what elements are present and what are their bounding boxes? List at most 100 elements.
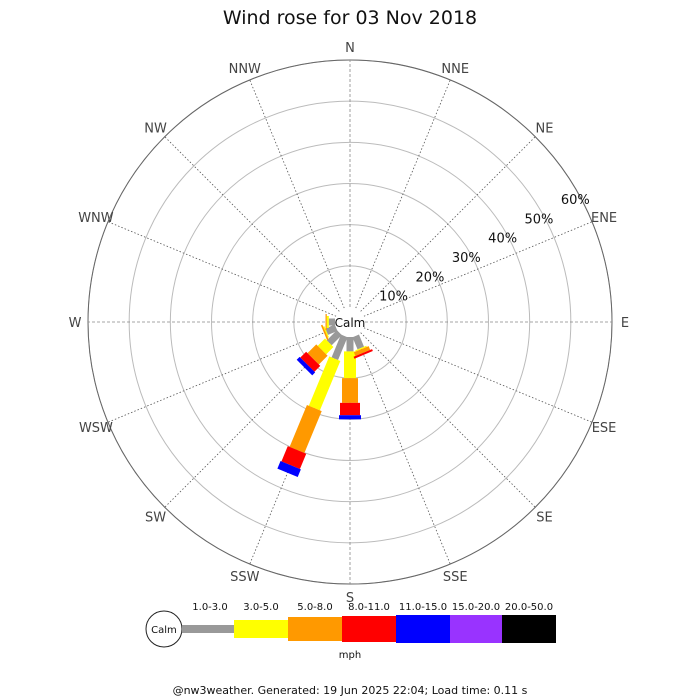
petal-segment: [353, 349, 373, 359]
percent-label: 50%: [525, 212, 554, 227]
direction-label-sse: SSE: [443, 570, 468, 585]
legend-swatch-3: [288, 617, 342, 641]
legend-swatch-5: [396, 615, 450, 643]
spoke-nnw: [249, 79, 345, 309]
spoke-ne: [360, 136, 536, 312]
legend-label-7: 20.0-50.0: [505, 602, 553, 613]
petal-segment: [317, 338, 334, 355]
petal-sse-bin-2: [355, 345, 367, 352]
legend-label-3: 5.0-8.0: [297, 602, 332, 613]
direction-label-ne: NE: [535, 122, 553, 137]
legend-label-4: 8.0-11.0: [348, 602, 390, 613]
petal-segment: [340, 402, 360, 416]
petal-sse-bin-1: [352, 334, 365, 350]
petal-s-bin-2: [344, 351, 356, 379]
petal-segment: [326, 316, 329, 328]
legend-swatch-6: [450, 615, 502, 643]
direction-label-nw: NW: [144, 122, 167, 137]
petal-sw-bin-5: [296, 356, 316, 376]
spoke-nne: [355, 79, 451, 309]
legend-calm-label: Calm: [151, 625, 177, 636]
petal-segment: [281, 446, 307, 469]
spoke-ese: [363, 327, 593, 423]
direction-label-n: N: [345, 41, 355, 56]
direction-label-ese: ESE: [592, 421, 617, 436]
percent-label: 60%: [561, 193, 590, 208]
petal-segment: [320, 324, 329, 341]
calm-label: Calm: [335, 316, 366, 330]
petal-s-bin-3: [342, 378, 358, 403]
legend-label-2: 3.0-5.0: [243, 602, 278, 613]
spoke-sse: [355, 335, 451, 565]
petal-sw-bin-1: [326, 330, 342, 346]
legend-label-1: 1.0-3.0: [192, 602, 227, 613]
percent-label: 30%: [452, 251, 481, 266]
speed-legend: Calm mph 1.0-3.0 3.0-5.0 5.0-8.0 8.0-11.0 11…: [145, 602, 556, 661]
petal-segment: [352, 334, 365, 350]
footer-text: @nw3weather. Generated: 19 Jun 2025 22:0…: [173, 684, 528, 697]
chart-title: Wind rose for 03 Nov 2018: [223, 7, 477, 29]
petal-segment: [344, 351, 356, 379]
petal-sw-bin-3: [307, 344, 328, 365]
petal-segment: [355, 345, 367, 352]
petal-segment: [308, 356, 341, 411]
direction-label-ene: ENE: [591, 211, 617, 226]
direction-label-s: S: [346, 591, 354, 606]
petal-segment: [346, 337, 354, 352]
petal-w-bin-2: [326, 316, 329, 328]
petal-sw-bin-4: [300, 351, 321, 372]
legend-swatch-1: [182, 625, 234, 633]
grid-ring: [211, 183, 489, 461]
petal-segment: [353, 346, 371, 357]
direction-label-e: E: [621, 316, 629, 331]
radial-percent-labels: 10% 20% 30% 40% 50% 60%: [379, 193, 590, 305]
petal-sse-bin-4: [353, 349, 373, 359]
direction-label-wnw: WNW: [78, 211, 114, 226]
direction-label-ssw: SSW: [230, 570, 260, 585]
spoke-sw: [164, 332, 340, 508]
direction-label-se: SE: [536, 510, 552, 525]
spoke-se: [360, 332, 536, 508]
spoke-ene: [363, 221, 593, 317]
legend-swatch-4: [342, 616, 396, 642]
legend-unit: mph: [339, 650, 361, 661]
petal-segment: [339, 415, 361, 420]
calm-center: Calm: [335, 307, 366, 337]
petal-segment: [323, 326, 329, 338]
direction-labels: N NNE NE ENE E ESE SE SSE S SSW SW WSW W WNW NW NNW: [69, 41, 630, 606]
petal-ssw-bin-3: [289, 405, 322, 454]
petal-ssw-bin-1: [331, 334, 348, 361]
petal-ssw-bin-4: [281, 446, 307, 469]
legend-swatch-7: [502, 615, 556, 643]
petal-segment: [289, 405, 322, 454]
spoke-wnw: [107, 221, 337, 317]
petal-segment: [277, 460, 301, 477]
petal-segment: [307, 344, 328, 365]
percent-label: 20%: [415, 270, 444, 285]
direction-label-nne: NNE: [441, 62, 469, 77]
legend-label-6: 15.0-20.0: [452, 602, 500, 613]
percent-label: 10%: [379, 290, 408, 305]
direction-label-w: W: [69, 316, 82, 331]
petal-sse-bin-3: [353, 346, 371, 357]
petal-w-bin-1: [328, 318, 336, 326]
petal-segment: [328, 318, 336, 326]
petal-wsw-bin-2: [323, 326, 329, 338]
direction-label-wsw: WSW: [79, 421, 113, 436]
direction-label-nnw: NNW: [229, 62, 261, 77]
petal-segment: [325, 314, 327, 330]
petal-s-bin-1: [346, 337, 354, 352]
spoke-wsw: [107, 327, 337, 423]
petal-wsw-bin-3: [320, 324, 329, 341]
petal-segment: [326, 330, 342, 346]
percent-label: 40%: [488, 232, 517, 247]
petal-sw-bin-2: [317, 338, 334, 355]
legend-swatch-2: [234, 620, 288, 638]
petal-w-bin-3: [325, 314, 327, 330]
petal-segment: [342, 378, 358, 403]
petal-segment: [331, 334, 348, 361]
wind-petals: [277, 314, 373, 477]
petal-segment: [300, 351, 321, 372]
